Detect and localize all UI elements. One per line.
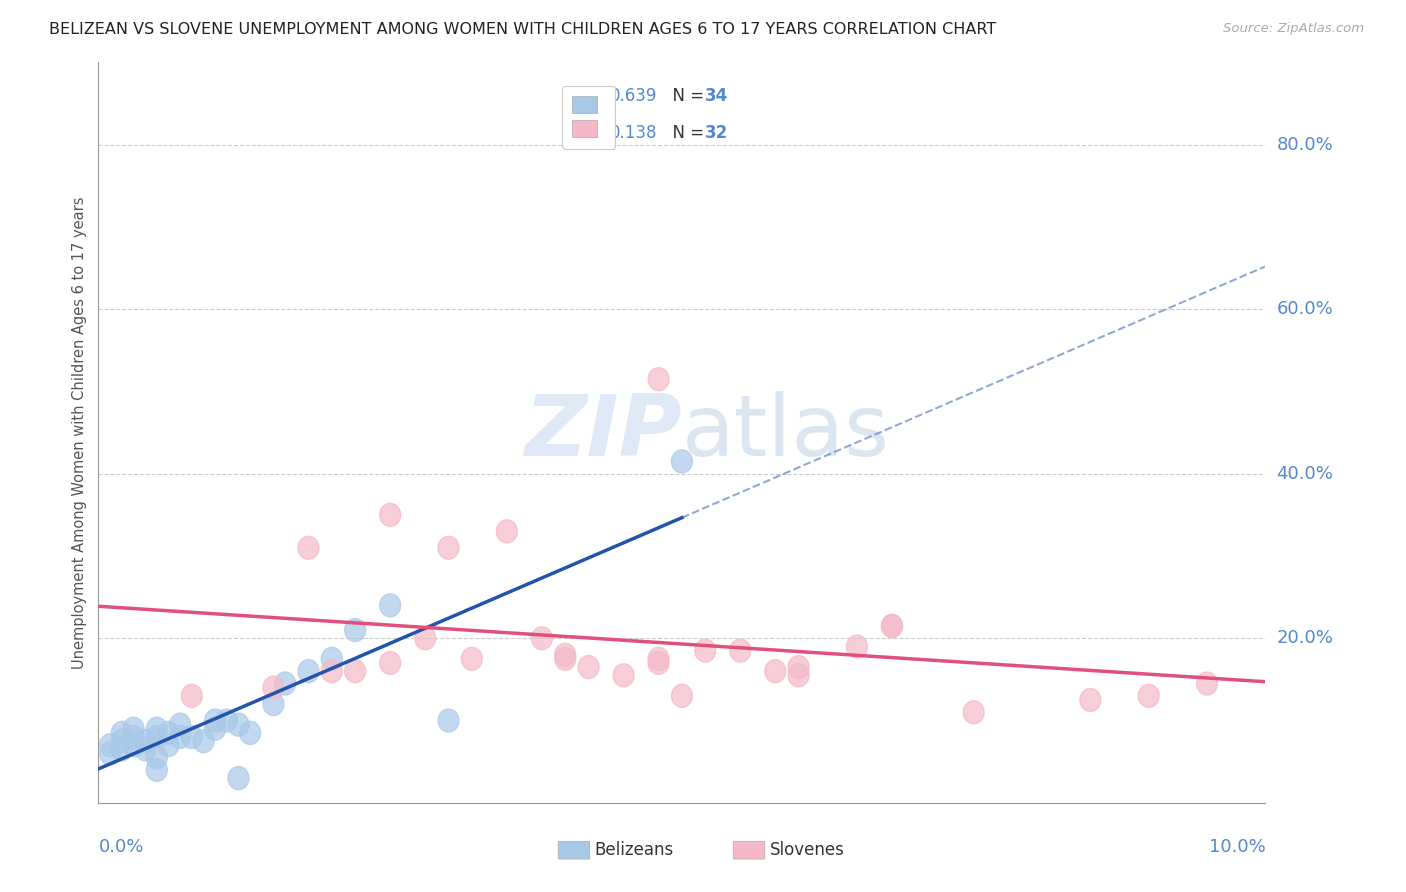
Ellipse shape	[344, 660, 366, 682]
Ellipse shape	[439, 709, 458, 732]
Ellipse shape	[157, 722, 179, 745]
Text: 32: 32	[706, 124, 728, 142]
Ellipse shape	[146, 725, 167, 748]
Ellipse shape	[100, 734, 121, 756]
Ellipse shape	[882, 615, 903, 638]
Text: R =: R =	[565, 124, 602, 142]
Ellipse shape	[100, 742, 121, 765]
Ellipse shape	[846, 635, 868, 658]
Ellipse shape	[789, 656, 808, 679]
Text: N =: N =	[662, 124, 710, 142]
Ellipse shape	[205, 717, 225, 740]
Ellipse shape	[217, 709, 238, 732]
Text: 80.0%: 80.0%	[1277, 136, 1333, 153]
Ellipse shape	[555, 643, 575, 666]
Ellipse shape	[1080, 689, 1101, 712]
Ellipse shape	[963, 701, 984, 723]
Ellipse shape	[648, 648, 669, 671]
Ellipse shape	[111, 730, 132, 753]
Ellipse shape	[496, 520, 517, 543]
Ellipse shape	[789, 664, 808, 687]
Ellipse shape	[578, 656, 599, 679]
Ellipse shape	[380, 651, 401, 674]
Ellipse shape	[415, 627, 436, 649]
Ellipse shape	[461, 648, 482, 671]
Text: BELIZEAN VS SLOVENE UNEMPLOYMENT AMONG WOMEN WITH CHILDREN AGES 6 TO 17 YEARS CO: BELIZEAN VS SLOVENE UNEMPLOYMENT AMONG W…	[49, 22, 997, 37]
Ellipse shape	[555, 648, 575, 671]
Ellipse shape	[239, 722, 260, 745]
Ellipse shape	[122, 717, 143, 740]
Ellipse shape	[228, 713, 249, 736]
Y-axis label: Unemployment Among Women with Children Ages 6 to 17 years: Unemployment Among Women with Children A…	[72, 196, 87, 669]
Ellipse shape	[122, 734, 143, 756]
Ellipse shape	[263, 692, 284, 715]
Ellipse shape	[170, 725, 191, 748]
Ellipse shape	[730, 639, 751, 662]
Ellipse shape	[695, 639, 716, 662]
Text: 0.0%: 0.0%	[98, 838, 143, 855]
Text: 60.0%: 60.0%	[1277, 301, 1333, 318]
Text: 0.138: 0.138	[610, 124, 657, 142]
Ellipse shape	[439, 536, 458, 559]
Ellipse shape	[146, 758, 167, 781]
Ellipse shape	[135, 730, 156, 753]
Text: atlas: atlas	[682, 391, 890, 475]
Ellipse shape	[765, 660, 786, 682]
Ellipse shape	[648, 368, 669, 391]
Ellipse shape	[111, 722, 132, 745]
Ellipse shape	[322, 660, 342, 682]
Text: 40.0%: 40.0%	[1277, 465, 1333, 483]
Ellipse shape	[882, 615, 903, 638]
Ellipse shape	[344, 618, 366, 641]
Ellipse shape	[146, 746, 167, 769]
Ellipse shape	[146, 717, 167, 740]
Text: 34: 34	[706, 87, 728, 104]
Ellipse shape	[648, 651, 669, 674]
Text: 20.0%: 20.0%	[1277, 629, 1333, 648]
Ellipse shape	[672, 450, 692, 473]
Ellipse shape	[672, 684, 692, 707]
Ellipse shape	[181, 725, 202, 748]
Ellipse shape	[170, 713, 191, 736]
Ellipse shape	[531, 627, 553, 649]
Ellipse shape	[298, 660, 319, 682]
Ellipse shape	[263, 676, 284, 699]
Ellipse shape	[380, 594, 401, 617]
Ellipse shape	[274, 672, 295, 695]
Ellipse shape	[135, 738, 156, 761]
Ellipse shape	[613, 664, 634, 687]
Text: N =: N =	[662, 87, 710, 104]
Ellipse shape	[228, 766, 249, 789]
Ellipse shape	[298, 536, 319, 559]
FancyBboxPatch shape	[734, 841, 765, 859]
Text: Slovenes: Slovenes	[769, 841, 845, 859]
Ellipse shape	[181, 684, 202, 707]
Ellipse shape	[193, 730, 214, 753]
Ellipse shape	[122, 725, 143, 748]
Text: ZIP: ZIP	[524, 391, 682, 475]
Ellipse shape	[1197, 672, 1218, 695]
Legend: , : ,	[562, 86, 616, 149]
Text: 0.639: 0.639	[610, 87, 657, 104]
Ellipse shape	[205, 709, 225, 732]
Ellipse shape	[157, 734, 179, 756]
Text: R =: R =	[565, 87, 602, 104]
Ellipse shape	[380, 503, 401, 526]
Ellipse shape	[322, 648, 342, 671]
Text: 10.0%: 10.0%	[1209, 838, 1265, 855]
Text: Belizeans: Belizeans	[595, 841, 673, 859]
FancyBboxPatch shape	[558, 841, 589, 859]
Ellipse shape	[111, 738, 132, 761]
Ellipse shape	[1139, 684, 1159, 707]
Text: Source: ZipAtlas.com: Source: ZipAtlas.com	[1223, 22, 1364, 36]
